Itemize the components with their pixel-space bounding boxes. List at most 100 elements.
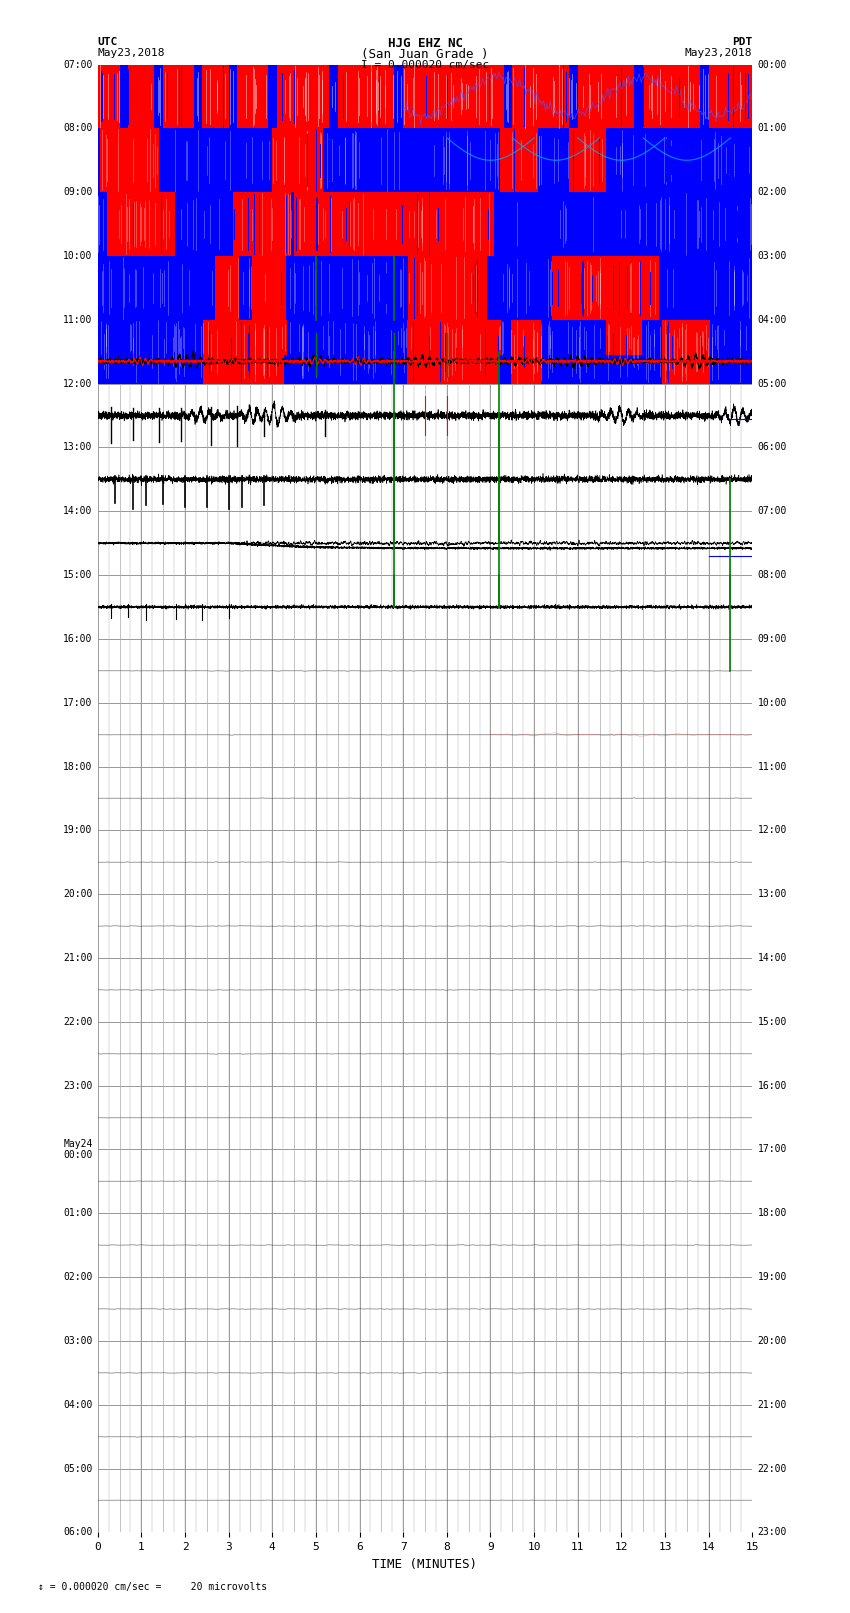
Text: 05:00: 05:00 [63, 1463, 93, 1474]
Bar [451, 192, 494, 256]
Text: 13:00: 13:00 [757, 889, 787, 898]
Bar [100, 129, 159, 192]
X-axis label: TIME (MINUTES): TIME (MINUTES) [372, 1558, 478, 1571]
Text: 15:00: 15:00 [757, 1016, 787, 1027]
Text: 21:00: 21:00 [63, 953, 93, 963]
Text: 11:00: 11:00 [63, 315, 93, 324]
Text: 22:00: 22:00 [63, 1016, 93, 1027]
Bar [257, 319, 287, 355]
Text: 20:00: 20:00 [757, 1336, 787, 1345]
Bar [386, 192, 460, 256]
Bar [569, 129, 605, 192]
Text: 05:00: 05:00 [757, 379, 787, 389]
Text: HJG EHZ NC: HJG EHZ NC [388, 37, 462, 50]
Text: UTC: UTC [98, 37, 118, 47]
Bar [232, 319, 284, 384]
Text: 22:00: 22:00 [757, 1463, 787, 1474]
Text: 14:00: 14:00 [757, 953, 787, 963]
Bar [237, 65, 268, 129]
Bar [294, 192, 355, 256]
Bar [606, 319, 642, 355]
Text: 02:00: 02:00 [63, 1273, 93, 1282]
Bar [327, 192, 394, 256]
Text: 08:00: 08:00 [757, 569, 787, 581]
Text: 19:00: 19:00 [757, 1273, 787, 1282]
Text: 01:00: 01:00 [63, 1208, 93, 1218]
Text: May23,2018: May23,2018 [98, 48, 165, 58]
Text: 19:00: 19:00 [63, 826, 93, 836]
Bar [434, 319, 501, 355]
Bar [163, 65, 194, 129]
Bar [98, 192, 752, 256]
Bar [215, 256, 239, 319]
Bar [578, 65, 634, 129]
Bar [202, 65, 229, 129]
Bar [202, 319, 250, 384]
Bar [234, 192, 291, 256]
Bar [407, 319, 498, 384]
Bar [98, 65, 752, 129]
Text: 17:00: 17:00 [757, 1145, 787, 1155]
Text: 00:00: 00:00 [757, 60, 787, 69]
Bar [98, 129, 752, 192]
Text: 07:00: 07:00 [63, 60, 93, 69]
Bar [709, 65, 752, 129]
Text: 04:00: 04:00 [63, 1400, 93, 1410]
Text: May23,2018: May23,2018 [685, 48, 752, 58]
Bar [271, 129, 323, 192]
Text: (San Juan Grade ): (San Juan Grade ) [361, 48, 489, 61]
Text: 18:00: 18:00 [757, 1208, 787, 1218]
Bar [128, 65, 155, 129]
Bar [408, 256, 487, 319]
Bar [98, 256, 752, 319]
Bar [512, 319, 541, 384]
Bar [98, 319, 752, 384]
Text: 04:00: 04:00 [757, 315, 787, 324]
Text: 16:00: 16:00 [63, 634, 93, 644]
Text: I = 0.000020 cm/sec: I = 0.000020 cm/sec [361, 60, 489, 69]
Text: 11:00: 11:00 [757, 761, 787, 771]
Text: 23:00: 23:00 [63, 1081, 93, 1090]
Text: 12:00: 12:00 [63, 379, 93, 389]
Text: 10:00: 10:00 [63, 252, 93, 261]
Bar [513, 65, 569, 129]
Text: May24
00:00: May24 00:00 [63, 1139, 93, 1160]
Text: 08:00: 08:00 [63, 123, 93, 134]
Bar [643, 65, 700, 129]
Text: 09:00: 09:00 [757, 634, 787, 644]
Bar [98, 65, 120, 129]
Text: 03:00: 03:00 [63, 1336, 93, 1345]
Text: PDT: PDT [732, 37, 752, 47]
Bar [403, 65, 503, 129]
Bar [500, 129, 538, 192]
Text: 20:00: 20:00 [63, 889, 93, 898]
Text: 03:00: 03:00 [757, 252, 787, 261]
Text: 16:00: 16:00 [757, 1081, 787, 1090]
Text: 17:00: 17:00 [63, 698, 93, 708]
Text: ↕ = 0.000020 cm/sec =     20 microvolts: ↕ = 0.000020 cm/sec = 20 microvolts [38, 1582, 268, 1592]
Bar [215, 319, 269, 384]
Text: 02:00: 02:00 [757, 187, 787, 197]
Bar [252, 256, 286, 319]
Text: 14:00: 14:00 [63, 506, 93, 516]
Text: 21:00: 21:00 [757, 1400, 787, 1410]
Bar [570, 256, 612, 319]
Text: 06:00: 06:00 [63, 1528, 93, 1537]
Text: 15:00: 15:00 [63, 569, 93, 581]
Bar [98, 319, 752, 355]
Bar [337, 65, 394, 129]
Bar [107, 192, 174, 256]
Text: 01:00: 01:00 [757, 123, 787, 134]
Text: 06:00: 06:00 [757, 442, 787, 452]
Text: 13:00: 13:00 [63, 442, 93, 452]
Text: 10:00: 10:00 [757, 698, 787, 708]
Bar [661, 319, 711, 384]
Bar [552, 256, 592, 319]
Text: 18:00: 18:00 [63, 761, 93, 771]
Text: 12:00: 12:00 [757, 826, 787, 836]
Bar [276, 65, 329, 129]
Text: 23:00: 23:00 [757, 1528, 787, 1537]
Text: 07:00: 07:00 [757, 506, 787, 516]
Text: 09:00: 09:00 [63, 187, 93, 197]
Bar [608, 256, 660, 319]
